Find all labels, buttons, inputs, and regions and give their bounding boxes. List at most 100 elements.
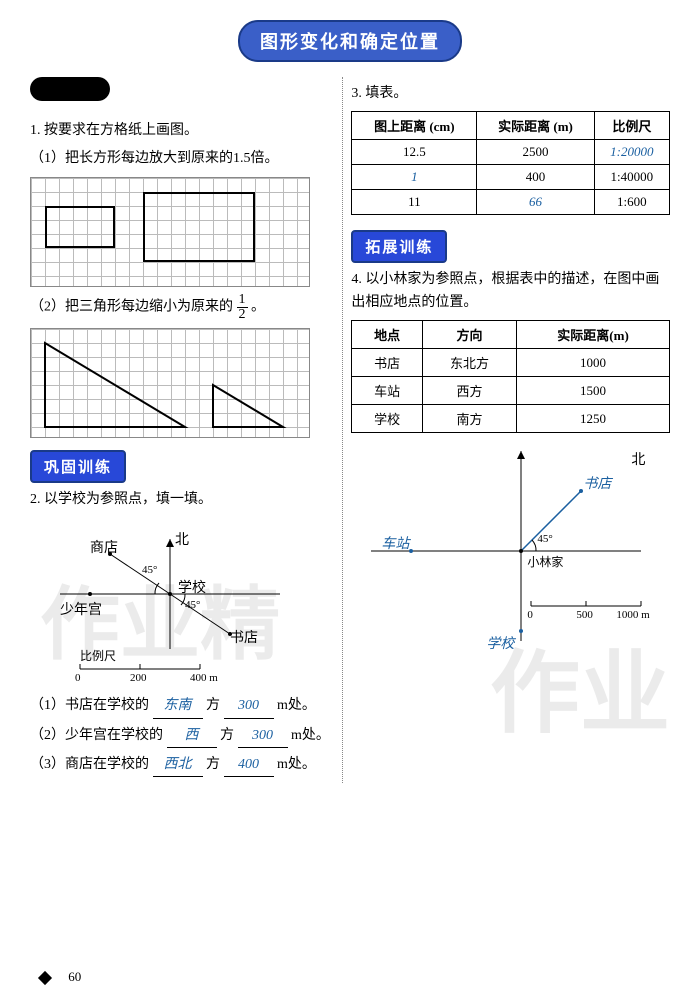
t3-r2c0: 11 [352, 190, 477, 215]
q1b-text: （2）把三角形每边缩小为原来的 1 2 。 [30, 293, 332, 322]
t3-r0: 12.5 2500 1:20000 [352, 140, 670, 165]
q2-3: （3）商店在学校的 西北 方 400 m处。 [30, 754, 332, 777]
t4-r2: 学校 南方 1250 [352, 405, 670, 433]
d2-tick0: 0 [75, 672, 81, 684]
q22-a: 西 [167, 725, 217, 748]
t3-r2c1: 66 [477, 190, 594, 215]
consolidate-label: 巩固训练 [30, 450, 126, 483]
basic-label [30, 77, 110, 101]
d2-school: 学校 [178, 577, 206, 597]
t4-h1: 方向 [422, 321, 516, 349]
q23-suffix: m处。 [277, 757, 316, 772]
q23-mid: 方 [206, 757, 220, 772]
expand-label: 拓展训练 [351, 230, 447, 263]
q21-a: 东南 [153, 695, 203, 718]
d2-tick1: 200 [130, 672, 147, 684]
t3-r1c2: 1:40000 [594, 165, 669, 190]
q23-prefix: （3）商店在学校的 [30, 757, 149, 772]
rect-large [143, 192, 255, 262]
diamond-icon [38, 971, 52, 985]
d4-home: 小林家 [527, 553, 563, 570]
t4-r0c0: 书店 [352, 349, 423, 377]
d4-tick0: 0 [527, 609, 533, 621]
q22-mid: 方 [220, 728, 234, 743]
q21-prefix: （1）书店在学校的 [30, 698, 149, 713]
t3-r0c2: 1:20000 [594, 140, 669, 165]
t3-h1: 实际距离 (m) [477, 112, 594, 140]
t4-r1c0: 车站 [352, 377, 423, 405]
d2-north: 北 [175, 529, 189, 549]
d4-angle: 45° [537, 533, 552, 545]
t3-r1c1: 400 [477, 165, 594, 190]
q3-text: 3. 填表。 [351, 83, 670, 105]
q2-text: 2. 以学校为参照点，填一填。 [30, 489, 332, 511]
t4-r0c1: 东北方 [422, 349, 516, 377]
two-column-layout: 1. 按要求在方格纸上画图。 （1）把长方形每边放大到原来的1.5倍。 （2）把… [30, 77, 670, 783]
page-number: 60 [68, 969, 81, 984]
frac-bot: 2 [237, 308, 248, 322]
q2-2: （2）少年宫在学校的 西 方 300 m处。 [30, 725, 332, 748]
t3-r2: 11 66 1:600 [352, 190, 670, 215]
t4-header-row: 地点 方向 实际距离(m) [352, 321, 670, 349]
t3-r0c1: 2500 [477, 140, 594, 165]
q1b-suffix: 。 [251, 300, 265, 315]
q21-suffix: m处。 [277, 698, 316, 713]
d2-bookstore: 书店 [230, 627, 258, 647]
t3-r0c0: 12.5 [352, 140, 477, 165]
tri-large [45, 343, 185, 427]
q22-prefix: （2）少年宫在学校的 [30, 728, 163, 743]
d4-tick1: 500 [576, 609, 593, 621]
t3-h0: 图上距离 (cm) [352, 112, 477, 140]
t4-r1c2: 1500 [517, 377, 670, 405]
q1-text: 1. 按要求在方格纸上画图。 [30, 120, 332, 142]
t4-r1: 车站 西方 1500 [352, 377, 670, 405]
frac-top: 1 [237, 293, 248, 308]
consolidate-row: 巩固训练 [30, 450, 332, 483]
title-banner: 图形变化和确定位置 [30, 20, 670, 62]
t4-r0: 书店 东北方 1000 [352, 349, 670, 377]
q23-b: 400 [224, 754, 274, 777]
triangles-svg [31, 329, 311, 439]
t4-r2c0: 学校 [352, 405, 423, 433]
t3-h2: 比例尺 [594, 112, 669, 140]
d4-bookstore: 书店 [583, 473, 611, 493]
d4-north: 北 [631, 449, 645, 469]
d2-shop: 商店 [90, 537, 118, 557]
t3-r1c0: 1 [352, 165, 477, 190]
q23-a: 西北 [153, 754, 203, 777]
footer-page: 60 [40, 969, 81, 985]
rect-small [45, 206, 115, 248]
table-3: 图上距离 (cm) 实际距离 (m) 比例尺 12.5 2500 1:20000… [351, 111, 670, 215]
q1a-text: （1）把长方形每边放大到原来的1.5倍。 [30, 148, 332, 170]
t4-r2c2: 1250 [517, 405, 670, 433]
grid-2 [30, 328, 310, 438]
t4-r0c2: 1000 [517, 349, 670, 377]
tri-small [213, 385, 283, 427]
t4-r2c1: 南方 [422, 405, 516, 433]
q22-suffix: m处。 [291, 728, 330, 743]
expand-row: 拓展训练 [351, 230, 670, 263]
t3-r1: 1 400 1:40000 [352, 165, 670, 190]
d2-palace: 少年宫 [60, 599, 102, 619]
t4-r1c1: 西方 [422, 377, 516, 405]
q21-mid: 方 [206, 698, 220, 713]
left-column: 1. 按要求在方格纸上画图。 （1）把长方形每边放大到原来的1.5倍。 （2）把… [30, 77, 332, 783]
q2-1: （1）书店在学校的 东南 方 300 m处。 [30, 695, 332, 718]
t3-header-row: 图上距离 (cm) 实际距离 (m) 比例尺 [352, 112, 670, 140]
q21-b: 300 [224, 695, 274, 718]
q1b-prefix: （2）把三角形每边缩小为原来的 [30, 300, 233, 315]
title-text: 图形变化和确定位置 [238, 20, 462, 62]
t4-h0: 地点 [352, 321, 423, 349]
d4-school: 学校 [486, 633, 514, 653]
diagram-2: 北 商店 少年宫 学校 书店 45° 45° 比例尺 0 200 400 m [30, 519, 310, 689]
d4-station: 车站 [381, 533, 409, 553]
table-4: 地点 方向 实际距离(m) 书店 东北方 1000 车站 西方 1500 学校 … [351, 320, 670, 433]
d2-scale-label: 比例尺 [80, 647, 116, 664]
d4-tick2: 1000 m [616, 609, 649, 621]
q22-b: 300 [238, 725, 288, 748]
page-root: 图形变化和确定位置 1. 按要求在方格纸上画图。 （1）把长方形每边放大到原来的… [0, 0, 700, 803]
diagram-4: 北 书店 车站 小林家 学校 45° 0 500 1000 m [351, 441, 651, 661]
grid-1 [30, 177, 310, 287]
right-column: 3. 填表。 图上距离 (cm) 实际距离 (m) 比例尺 12.5 2500 … [342, 77, 670, 783]
t3-r2c2: 1:600 [594, 190, 669, 215]
